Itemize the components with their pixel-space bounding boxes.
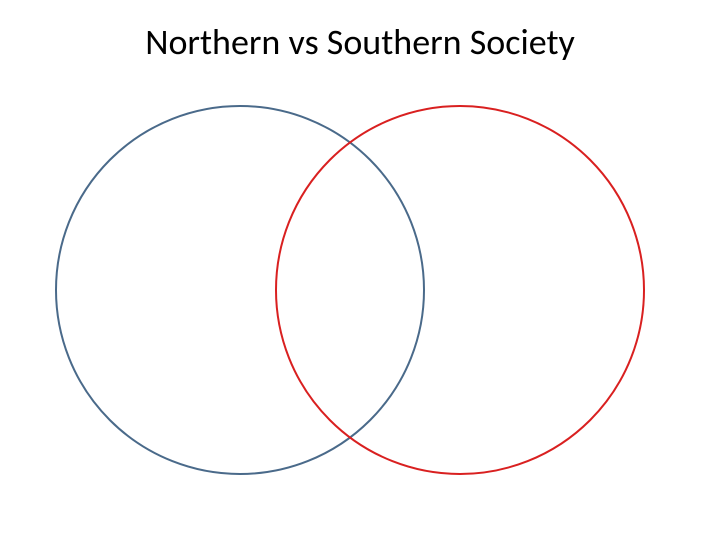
venn-right-circle [275,105,645,475]
page-title: Northern vs Southern Society [0,20,720,64]
